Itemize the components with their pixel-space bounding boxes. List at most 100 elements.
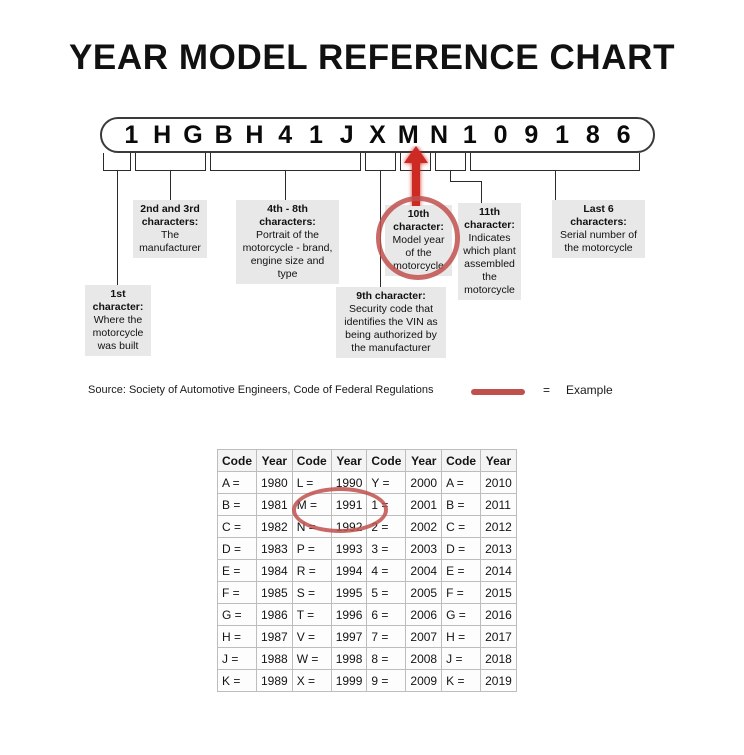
vin-char-9: X (369, 120, 386, 149)
vin-char-3: G (183, 120, 203, 149)
cell-year: 1983 (256, 537, 293, 560)
callout-eleventh-character-body: Indicates which plant assembled the moto… (463, 232, 516, 296)
red-arrow-icon (404, 146, 428, 206)
cell-year: 2014 (480, 559, 517, 582)
cell-code: V = (291, 625, 332, 648)
stem-second-third (170, 171, 171, 200)
callout-fourth-eighth-characters-header: 4th - 8th characters: (259, 203, 316, 228)
vin-char-14: 9 (524, 120, 539, 149)
cell-code: C = (441, 515, 482, 538)
cell-year: 1995 (330, 581, 368, 604)
cell-year: 2016 (480, 603, 517, 626)
cell-year: 1988 (256, 647, 293, 670)
cell-code: B = (217, 493, 257, 516)
callout-eleventh-character-header: 11th character: (464, 206, 515, 231)
vin-character-row: 1 H G B H 4 1 J X M N 1 0 9 1 8 6 (100, 117, 655, 153)
cell-year: 1985 (256, 581, 293, 604)
vin-char-6: 4 (278, 120, 293, 149)
table-row: F = 1985 S = 1995 5 = 2005 F = 2015 (217, 581, 517, 604)
callout-ninth-character: 9th character: Security code that identi… (336, 287, 446, 358)
cell-year: 1994 (330, 559, 368, 582)
vin-char-4: B (214, 120, 233, 149)
callout-second-third-characters-header: 2nd and 3rd characters: (140, 203, 200, 228)
cell-year: 2005 (405, 581, 443, 604)
stem-eleventh-elbow (450, 181, 482, 203)
cell-code: W = (291, 647, 332, 670)
vin-char-8: J (339, 120, 354, 149)
cell-year: 1982 (256, 515, 293, 538)
cell-year: 2008 (405, 647, 443, 670)
cell-code: G = (441, 603, 482, 626)
cell-code: F = (441, 581, 482, 604)
callout-second-third-characters: 2nd and 3rd characters: The manufacturer (133, 200, 207, 258)
callout-last-six-characters-header: Last 6 characters: (570, 203, 627, 228)
cell-code: C = (217, 515, 257, 538)
cell-code: D = (441, 537, 482, 560)
legend-label: Example (566, 383, 613, 397)
cell-code: E = (441, 559, 482, 582)
year-code-table-wrap: Code Year Code Year Code Year Code Year … (217, 449, 517, 692)
cell-year: 2007 (405, 625, 443, 648)
callout-first-character-body: Where the motorcycle was built (92, 314, 144, 352)
stem-eleventh-character (450, 171, 451, 181)
callout-last-six-characters: Last 6 characters: Serial number of the … (552, 200, 645, 258)
legend-equals-sign: = (543, 383, 551, 397)
cell-year: 1997 (330, 625, 368, 648)
column-header-code-4: Code (441, 449, 482, 472)
cell-year: 2019 (480, 669, 517, 692)
cell-code: Y = (366, 471, 407, 494)
cell-code: K = (441, 669, 482, 692)
cell-code: 7 = (366, 625, 407, 648)
bracket-second-third (135, 153, 206, 171)
cell-year: 2006 (405, 603, 443, 626)
cell-year: 2009 (405, 669, 443, 692)
cell-year: 1981 (256, 493, 293, 516)
cell-year: 1989 (256, 669, 293, 692)
cell-code: G = (217, 603, 257, 626)
column-header-code-1: Code (217, 449, 257, 472)
callout-ninth-character-body: Security code that identifies the VIN as… (344, 303, 438, 354)
callout-ninth-character-header: 9th character: (356, 290, 426, 302)
cell-year: 2000 (405, 471, 443, 494)
column-header-code-3: Code (366, 449, 407, 472)
column-header-year-2: Year (330, 449, 368, 472)
table-row: A = 1980 L = 1990 Y = 2000 A = 2010 (217, 471, 517, 494)
legend-red-swatch (471, 389, 525, 395)
cell-code: J = (441, 647, 482, 670)
cell-year: 2018 (480, 647, 517, 670)
bracket-last-six-characters (470, 153, 640, 171)
vin-char-13: 0 (493, 120, 508, 149)
cell-code: E = (217, 559, 257, 582)
cell-code: 8 = (366, 647, 407, 670)
cell-code: T = (291, 603, 332, 626)
table-row: J = 1988 W = 1998 8 = 2008 J = 2018 (217, 647, 517, 670)
cell-year: 2017 (480, 625, 517, 648)
table-header-row: Code Year Code Year Code Year Code Year (217, 449, 517, 472)
stem-first-character (117, 171, 118, 285)
stem-fourth-eighth (285, 171, 286, 200)
source-legend-row: Source: Society of Automotive Engineers,… (88, 383, 648, 401)
table-row: G = 1986 T = 1996 6 = 2006 G = 2016 (217, 603, 517, 626)
table-row: E = 1984 R = 1994 4 = 2004 E = 2014 (217, 559, 517, 582)
vin-char-1: 1 (124, 120, 139, 149)
cell-code: B = (441, 493, 482, 516)
vin-capsule (100, 117, 655, 153)
cell-code: X = (291, 669, 332, 692)
vin-char-7: 1 (309, 120, 323, 149)
cell-year: 1984 (256, 559, 293, 582)
bracket-first-character (103, 153, 131, 171)
cell-year: 2002 (405, 515, 443, 538)
vin-char-2: H (153, 120, 172, 149)
vin-char-10: M (397, 120, 419, 149)
cell-year: 2011 (480, 493, 517, 516)
source-text: Source: Society of Automotive Engineers,… (88, 384, 434, 396)
cell-code: F = (217, 581, 257, 604)
column-header-year-1: Year (256, 449, 293, 472)
cell-year: 1998 (330, 647, 368, 670)
red-circle-highlight-tenth-character (376, 196, 460, 280)
callout-last-six-characters-body: Serial number of the motorcycle (559, 229, 638, 254)
cell-code: P = (291, 537, 332, 560)
cell-year: 1986 (256, 603, 293, 626)
cell-year: 2003 (405, 537, 443, 560)
vin-char-16: 8 (585, 120, 600, 149)
